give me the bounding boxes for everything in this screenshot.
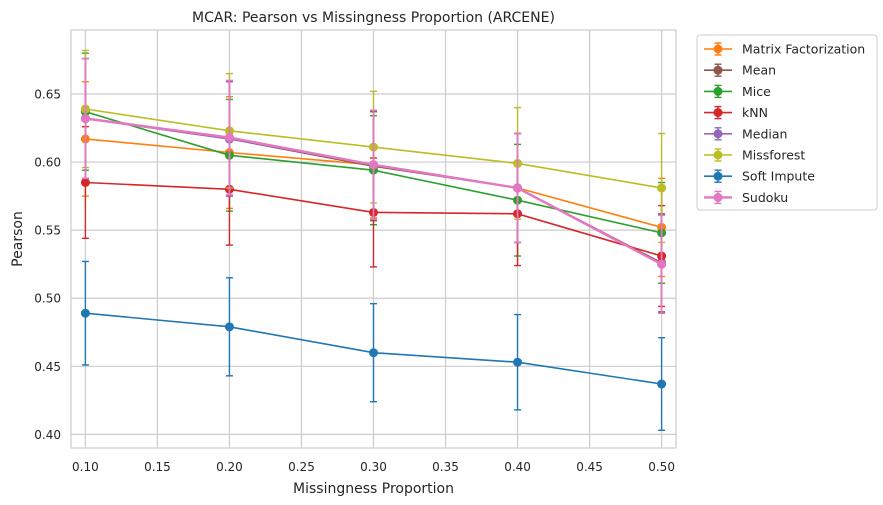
- y-tick-label: 0.50: [34, 292, 61, 306]
- x-tick-label: 0.45: [576, 460, 603, 474]
- legend-item-missforest: Missforest: [704, 148, 805, 163]
- data-point: [369, 348, 378, 358]
- legend-item-matrix-factorization: Matrix Factorization: [704, 42, 865, 57]
- legend-label: Soft Impute: [742, 169, 815, 184]
- legend-label: Mean: [742, 63, 776, 78]
- legend-label: Median: [742, 126, 787, 141]
- data-point: [224, 322, 234, 332]
- legend-item-median: Median: [704, 126, 787, 141]
- y-axis-ticks: 0.40 0.45 0.50 0.55 0.60 0.65: [34, 87, 61, 441]
- y-tick-label: 0.55: [34, 224, 61, 238]
- legend-marker: [713, 129, 723, 139]
- x-tick-label: 0.35: [432, 460, 459, 474]
- y-tick-label: 0.65: [34, 87, 61, 101]
- legend-marker: [713, 86, 723, 96]
- data-point: [513, 183, 523, 193]
- chart-title: MCAR: Pearson vs Missingness Proportion …: [192, 10, 555, 26]
- data-point: [224, 133, 234, 143]
- x-axis-ticks: 0.10 0.15 0.20 0.25 0.30 0.35 0.40 0.45 0.50: [72, 460, 675, 474]
- data-point: [513, 357, 523, 367]
- legend-items: Matrix Factorization Mean Mice kNN Median Mis…: [704, 42, 865, 205]
- x-axis-label: Missingness Proportion: [293, 481, 454, 497]
- legend-label: Missforest: [742, 148, 805, 163]
- legend-marker: [713, 192, 723, 202]
- plot-area: 0.10 0.15 0.20 0.25 0.30 0.35 0.40 0.45 0.50 0.4…: [34, 29, 677, 474]
- legend-label: Mice: [742, 84, 771, 99]
- x-tick-label: 0.15: [144, 460, 171, 474]
- legend-marker: [713, 150, 723, 160]
- x-tick-label: 0.50: [648, 460, 675, 474]
- legend-marker: [713, 65, 723, 75]
- legend-marker: [713, 108, 723, 118]
- legend-label: Matrix Factorization: [742, 42, 865, 57]
- series-layer: [80, 49, 667, 431]
- data-point: [80, 308, 90, 318]
- legend-label: Sudoku: [742, 190, 788, 205]
- legend-frame: [696, 34, 878, 211]
- x-tick-label: 0.25: [288, 460, 315, 474]
- x-tick-label: 0.20: [216, 460, 243, 474]
- legend-item-mean: Mean: [704, 63, 776, 78]
- legend: Matrix Factorization Mean Mice kNN Median Mis…: [696, 34, 878, 211]
- series-soft-impute: [80, 260, 667, 431]
- data-point: [657, 379, 667, 389]
- legend-label: kNN: [742, 105, 768, 120]
- data-point: [80, 114, 90, 124]
- y-axis-label: Pearson: [10, 211, 26, 267]
- legend-item-mice: Mice: [704, 84, 771, 99]
- x-tick-label: 0.40: [504, 460, 531, 474]
- series-sudoku: [80, 57, 667, 314]
- legend-marker: [713, 171, 723, 181]
- legend-item-knn: kNN: [704, 105, 768, 120]
- legend-item-sudoku: Sudoku: [704, 190, 788, 205]
- x-tick-label: 0.30: [360, 460, 387, 474]
- data-point: [369, 160, 378, 170]
- data-point: [657, 183, 667, 193]
- y-tick-label: 0.60: [34, 156, 61, 170]
- x-tick-label: 0.10: [72, 460, 99, 474]
- data-point: [80, 177, 90, 187]
- legend-marker: [713, 44, 723, 54]
- y-tick-label: 0.45: [34, 360, 61, 374]
- data-point: [657, 259, 667, 269]
- y-tick-label: 0.40: [34, 428, 61, 442]
- legend-item-soft-impute: Soft Impute: [704, 169, 815, 184]
